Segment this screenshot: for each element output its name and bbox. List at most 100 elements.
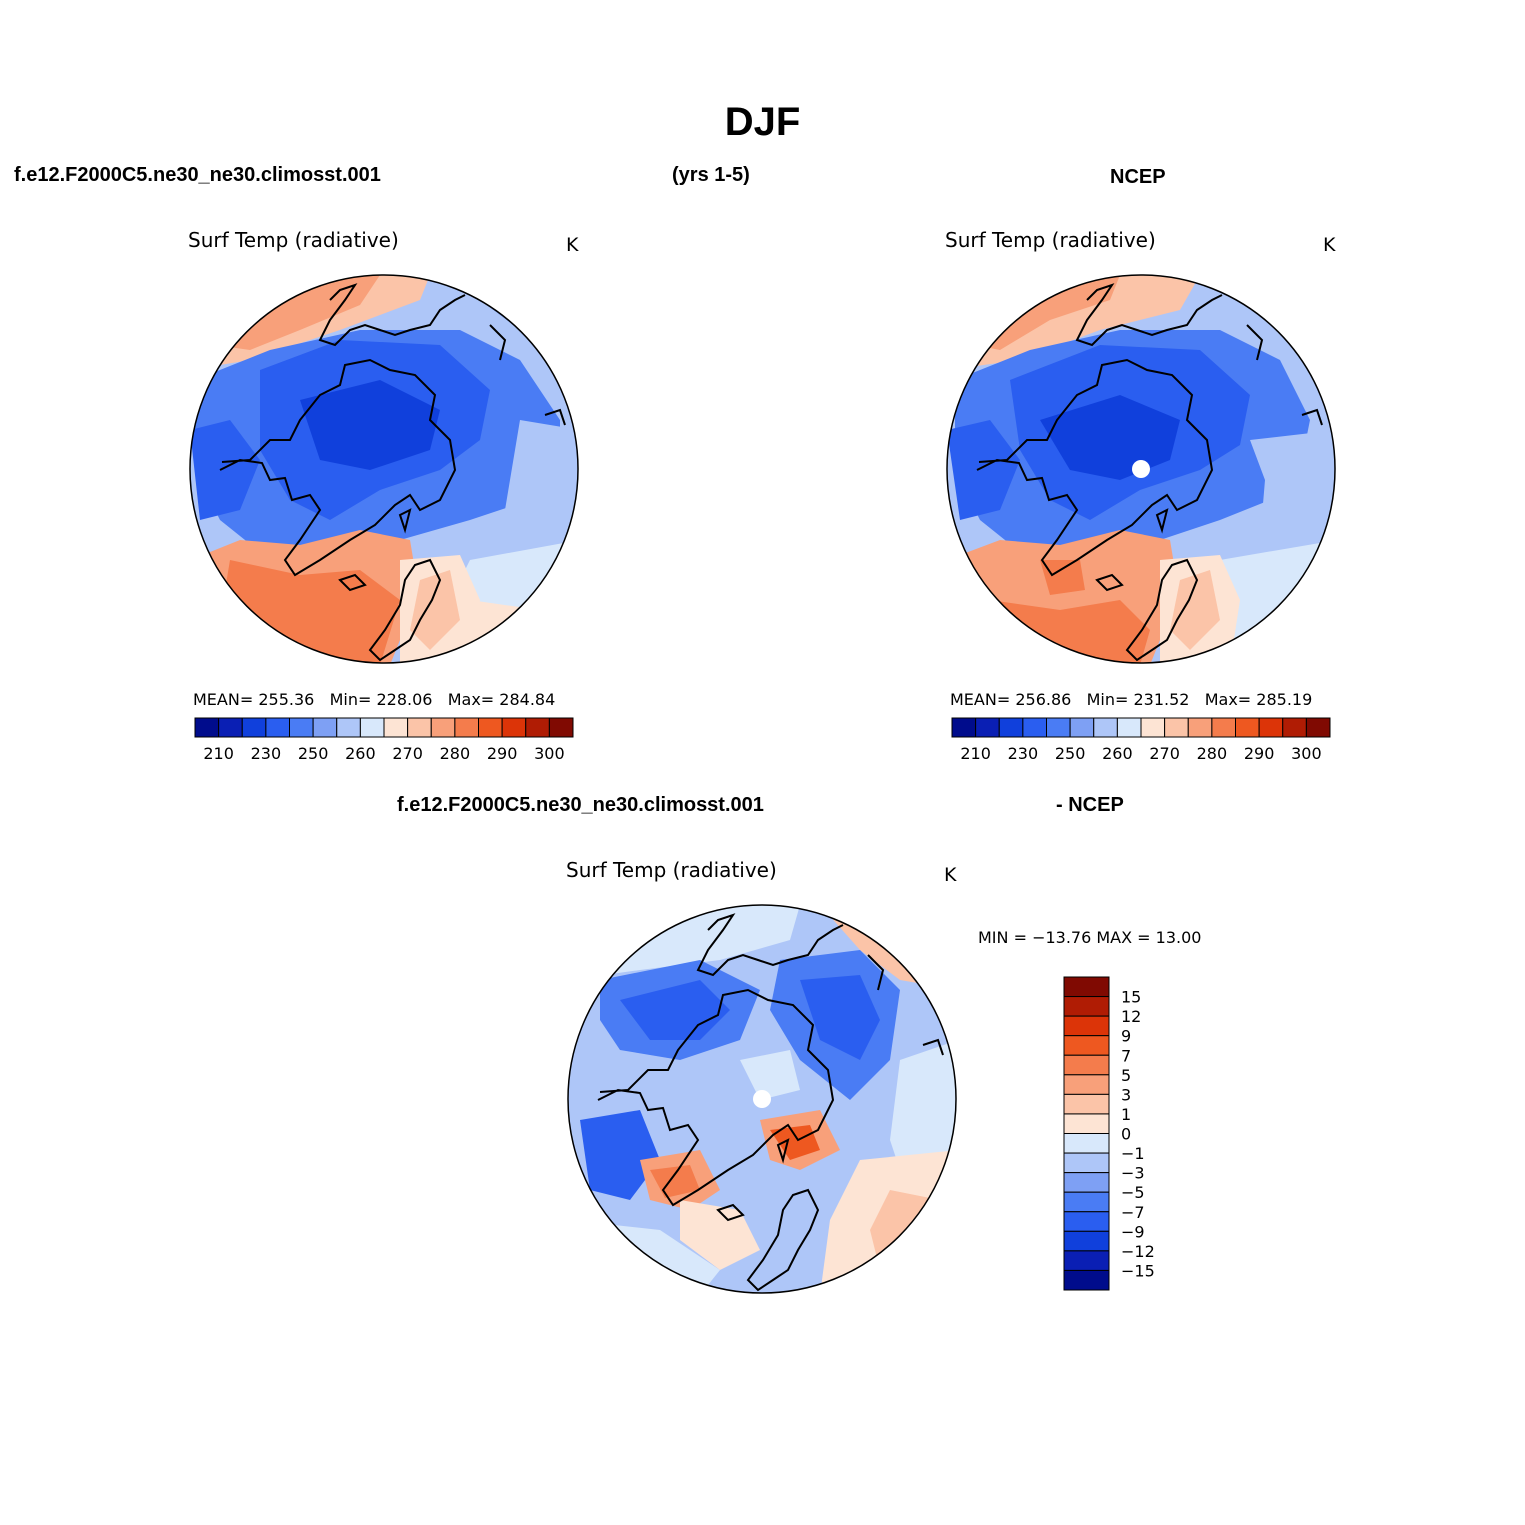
obs-colorbar-swatch bbox=[1069, 717, 1095, 738]
diff-panel-title: Surf Temp (radiative) bbox=[566, 858, 777, 882]
diff-colorbar-swatch bbox=[1063, 1015, 1110, 1037]
obs-mean-label: MEAN= bbox=[950, 690, 1011, 709]
diff-colorbar-swatch bbox=[1063, 1113, 1110, 1134]
obs-map-boundary bbox=[946, 274, 1336, 664]
model-colorbar-tick-label: 280 bbox=[440, 744, 471, 763]
obs-colorbar-tick-label: 260 bbox=[1102, 744, 1133, 763]
model-colorbar-swatch bbox=[548, 717, 574, 738]
model-colorbar-swatch bbox=[478, 717, 503, 738]
obs-panel-title: Surf Temp (radiative) bbox=[945, 228, 1156, 252]
obs-pole-hole bbox=[1132, 460, 1150, 478]
obs-colorbar-swatch bbox=[975, 717, 1000, 738]
diff-colorbar-swatch bbox=[1063, 1211, 1110, 1232]
diff-colorbar-tick-label: −12 bbox=[1121, 1242, 1155, 1261]
model-colorbar-swatch bbox=[383, 717, 409, 738]
model-colorbar-swatch bbox=[336, 717, 361, 738]
obs-colorbar-swatch bbox=[1116, 717, 1142, 738]
obs-colorbar-tick-label: 270 bbox=[1149, 744, 1180, 763]
diff-colorbar-tick-label: 1 bbox=[1121, 1105, 1131, 1124]
obs-colorbar-swatch bbox=[1093, 717, 1118, 738]
obs-max-label: Max= bbox=[1204, 690, 1252, 709]
model-colorbar-swatch bbox=[430, 717, 456, 738]
diff-map-boundary bbox=[567, 904, 957, 1294]
model-colorbar-tick-label: 250 bbox=[298, 744, 329, 763]
model-max-label: Max= bbox=[447, 690, 495, 709]
model-colorbar-swatch bbox=[501, 717, 527, 738]
obs-colorbar-swatch bbox=[1211, 717, 1236, 738]
diff-colorbar-swatch bbox=[1063, 1230, 1110, 1252]
obs-colorbar-swatch bbox=[1282, 717, 1307, 738]
diff-colorbar-swatch bbox=[1063, 1191, 1110, 1213]
diff-colorbar-tick-label: −3 bbox=[1121, 1164, 1145, 1183]
model-polar-map bbox=[189, 274, 579, 664]
years-header: (yrs 1-5) bbox=[672, 164, 750, 186]
model-colorbar-swatch bbox=[241, 717, 267, 738]
diff-colorbar-tick-label: −9 bbox=[1121, 1222, 1145, 1241]
obs-colorbar-swatch bbox=[1164, 717, 1189, 738]
obs-colorbar-swatch bbox=[1235, 717, 1260, 738]
model-colorbar-swatch bbox=[525, 717, 550, 738]
diff-colorbar-swatch bbox=[1063, 1152, 1110, 1174]
diff-polar-map bbox=[567, 904, 957, 1294]
model-colorbar-swatch bbox=[289, 717, 314, 738]
obs-mean-value: 256.86 bbox=[1015, 690, 1072, 709]
model-colorbar-tick-label: 290 bbox=[487, 744, 518, 763]
obs-colorbar-swatch bbox=[951, 717, 977, 738]
model-colorbar-tick-label: 210 bbox=[203, 744, 234, 763]
obs-panel-unit: K bbox=[1323, 234, 1336, 256]
diff-colorbar-swatch bbox=[1063, 996, 1110, 1017]
diff-colorbar-tick-label: −1 bbox=[1121, 1144, 1145, 1163]
obs-colorbar-tick-label: 300 bbox=[1291, 744, 1322, 763]
obs-colorbar-swatch bbox=[1305, 717, 1331, 738]
diff-colorbar-swatch bbox=[1063, 1054, 1110, 1076]
obs-colorbar-swatch bbox=[1022, 717, 1047, 738]
diff-colorbar-swatch bbox=[1063, 1250, 1110, 1271]
obs-colorbar-tick-label: 210 bbox=[960, 744, 991, 763]
model-panel-title: Surf Temp (radiative) bbox=[188, 228, 399, 252]
model-min-value: 228.06 bbox=[376, 690, 433, 709]
diff-obs-name-header: - NCEP bbox=[1056, 794, 1124, 816]
diff-minmax: MIN = −13.76 MAX = 13.00 bbox=[978, 928, 1202, 947]
model-map-boundary bbox=[189, 274, 579, 664]
case-name-header: f.e12.F2000C5.ne30_ne30.climosst.001 bbox=[14, 164, 381, 186]
diff-colorbar-tick-label: −5 bbox=[1121, 1183, 1145, 1202]
model-panel-unit: K bbox=[566, 234, 579, 256]
obs-colorbar-tick-label: 290 bbox=[1244, 744, 1275, 763]
obs-colorbar-tick-label: 280 bbox=[1197, 744, 1228, 763]
obs-colorbar-tick-label: 230 bbox=[1008, 744, 1039, 763]
obs-min-label: Min= bbox=[1086, 690, 1129, 709]
diff-colorbar-swatch bbox=[1063, 1269, 1110, 1291]
model-colorbar-swatch bbox=[407, 717, 432, 738]
model-colorbar-swatch bbox=[194, 717, 220, 738]
model-colorbar-swatch bbox=[312, 717, 338, 738]
diff-colorbar-tick-label: 9 bbox=[1121, 1027, 1131, 1046]
obs-colorbar-swatch bbox=[998, 717, 1024, 738]
diff-colorbar-tick-label: 0 bbox=[1121, 1125, 1131, 1144]
diff-colorbar-tick-label: −7 bbox=[1121, 1203, 1145, 1222]
obs-min-value: 231.52 bbox=[1133, 690, 1190, 709]
model-mean-value: 255.36 bbox=[258, 690, 315, 709]
model-stats: MEAN= 255.36 Min= 228.06 Max= 284.84 bbox=[193, 690, 555, 709]
model-colorbar: 210 230 250 260 270 280 290 300 bbox=[194, 717, 574, 763]
model-colorbar-swatch bbox=[359, 717, 385, 738]
obs-polar-map bbox=[946, 274, 1336, 664]
model-colorbar-tick-label: 270 bbox=[392, 744, 423, 763]
obs-stats: MEAN= 256.86 Min= 231.52 Max= 285.19 bbox=[950, 690, 1312, 709]
obs-max-value: 285.19 bbox=[1256, 690, 1313, 709]
model-mean-label: MEAN= bbox=[193, 690, 254, 709]
diff-colorbar-swatch bbox=[1063, 1172, 1110, 1193]
diff-colorbar-tick-label: 7 bbox=[1121, 1046, 1131, 1065]
model-max-value: 284.84 bbox=[499, 690, 556, 709]
diff-colorbar-tick-label: 12 bbox=[1121, 1007, 1141, 1026]
diff-pole-hole bbox=[753, 1090, 771, 1108]
model-colorbar-swatch bbox=[265, 717, 290, 738]
obs-colorbar-swatch bbox=[1187, 717, 1213, 738]
diff-panel-unit: K bbox=[944, 864, 957, 886]
model-colorbar-tick-label: 230 bbox=[251, 744, 282, 763]
obs-colorbar-swatch bbox=[1046, 717, 1071, 738]
diff-colorbar-swatch bbox=[1063, 1093, 1110, 1115]
diff-colorbar-swatch bbox=[1063, 1035, 1110, 1056]
diff-colorbar-tick-label: 15 bbox=[1121, 988, 1141, 1007]
